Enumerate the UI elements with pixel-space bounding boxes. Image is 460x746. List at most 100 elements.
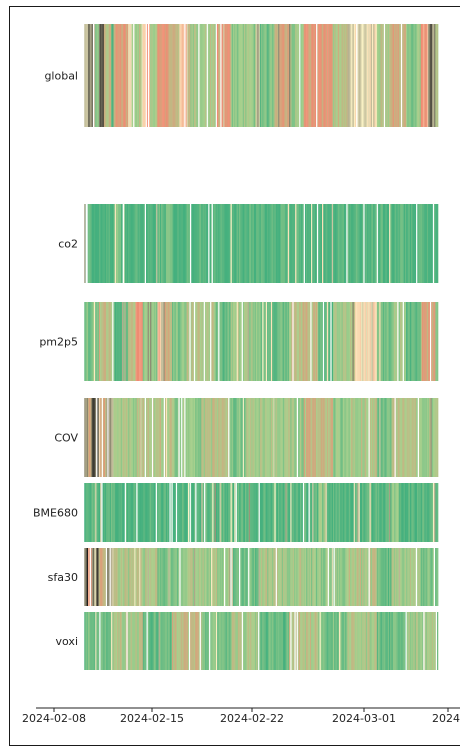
missing-data-gap [184,24,185,127]
row-label-pm2p5: pm2p5 [39,336,78,349]
heatmap-row-co2 [84,204,438,283]
missing-data-gap [224,548,225,606]
heatmap-row-voxi [84,612,438,670]
missing-data-gap [106,548,107,606]
missing-data-gap [258,612,259,670]
missing-data-gap [145,398,146,477]
missing-data-gap [181,398,182,477]
missing-data-gap [259,483,260,542]
missing-data-gap [204,483,205,542]
missing-data-gap [218,302,219,381]
missing-data-gap [101,483,102,542]
missing-data-gap [303,483,304,542]
missing-data-gap [377,204,378,283]
missing-data-gap [242,612,243,670]
missing-data-gap [96,398,97,477]
missing-data-gap [189,612,190,670]
missing-data-gap [316,24,317,127]
missing-data-gap [204,302,205,381]
heatmap-row-global [84,24,438,127]
missing-data-gap [369,398,370,477]
missing-data-gap [207,24,208,127]
missing-data-gap [176,483,177,542]
missing-data-gap [334,548,335,606]
missing-data-gap [330,302,331,381]
missing-data-gap [309,483,310,542]
missing-data-gap [190,483,191,542]
missing-data-gap [210,302,211,381]
missing-data-gap [434,548,435,606]
missing-data-gap [93,24,94,127]
missing-data-gap [236,483,237,542]
missing-data-gap [239,548,240,606]
missing-data-gap [323,302,324,381]
missing-data-gap [189,302,190,381]
missing-data-gap [290,612,291,670]
missing-data-gap [164,398,165,477]
row-label-co2: co2 [58,238,78,251]
missing-data-gap [403,302,404,381]
missing-data-gap [346,204,347,283]
row-label-voxi: voxi [56,635,78,648]
missing-data-gap [310,302,311,381]
x-tick-label: 2024-03-01 [332,712,396,725]
missing-data-gap [405,612,406,670]
missing-data-gap [297,612,298,670]
missing-data-gap [125,483,126,542]
missing-data-gap [317,204,318,283]
missing-data-gap [430,302,431,381]
missing-data-gap [112,302,113,381]
missing-data-gap [397,302,398,381]
missing-data-gap [99,612,100,670]
missing-data-gap [110,548,111,606]
missing-data-gap [294,612,295,670]
missing-data-gap [107,398,108,477]
missing-data-gap [152,398,153,477]
missing-data-gap [356,24,357,127]
missing-data-gap [208,204,209,283]
missing-data-gap [384,24,385,127]
missing-data-gap [436,612,437,670]
missing-data-gap [216,24,217,127]
x-tick-label: 2024-02-22 [220,712,284,725]
x-tick-label: 2024-02-15 [120,712,184,725]
missing-data-gap [299,24,300,127]
missing-data-gap [418,398,419,477]
missing-data-gap [328,548,329,606]
missing-data-gap [126,612,127,670]
row-label-cov: COV [54,432,78,445]
missing-data-gap [195,483,196,542]
missing-data-gap [86,204,87,283]
missing-data-gap [198,24,199,127]
missing-data-gap [156,483,157,542]
missing-data-gap [276,548,277,606]
missing-data-gap [194,302,195,381]
missing-data-gap [146,24,147,127]
heatmap-row-bme680 [84,483,438,542]
missing-data-gap [369,548,370,606]
x-tick-label: 2024-02-08 [22,712,86,725]
missing-data-gap [190,204,191,283]
missing-data-gap [178,398,179,477]
missing-data-gap [304,204,305,283]
missing-data-gap [133,24,134,127]
row-label-global: global [44,70,78,83]
missing-data-gap [209,612,210,670]
missing-data-gap [416,204,417,283]
missing-data-gap [123,204,124,283]
heatmap-row-sfa30 [84,548,438,606]
missing-data-gap [212,204,213,283]
missing-data-gap [230,548,231,606]
missing-data-gap [102,398,103,477]
missing-data-gap [220,24,221,127]
missing-data-gap [200,612,201,670]
row-label-bme680: BME680 [33,507,78,520]
missing-data-gap [90,548,91,606]
missing-data-gap [395,398,396,477]
missing-data-gap [147,612,148,670]
row-label-sfa30: sfa30 [48,571,78,584]
x-axis: 2024-02-08 2024-02-15 2024-02-22 2024-03-01… [22,708,460,725]
missing-data-gap [184,398,185,477]
missing-data-gap [171,483,172,542]
